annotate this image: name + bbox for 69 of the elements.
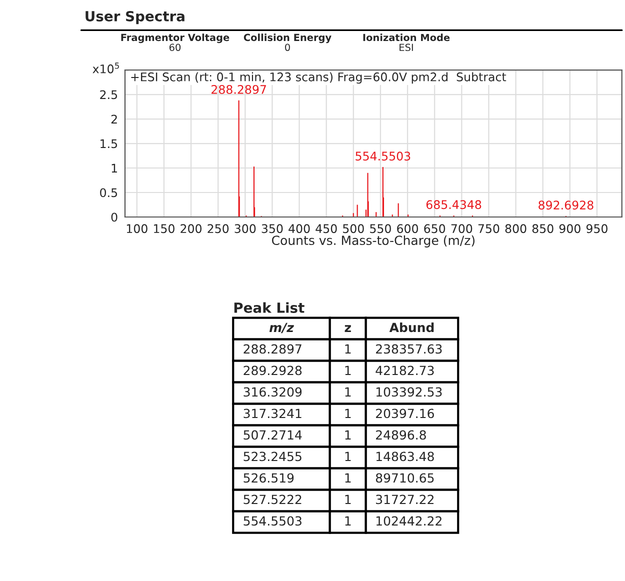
text: 102442.22 [376,516,442,526]
text: 42182.73 [376,366,434,376]
text: 526.519 [244,473,294,483]
text: 316.3209 [244,387,302,397]
text: Peak List [234,302,304,313]
y-tick-label: 0 [111,212,118,222]
category-label: m/z [269,322,294,334]
y-tick-label: 1 [112,164,117,172]
text: Fragmentor Voltage [121,34,230,44]
text: Ionization Mode [363,34,450,42]
text: 14863.48 [376,452,434,462]
text: 31727.22 [376,494,434,504]
text: 20397.16 [376,408,434,418]
x-tick-label: 550 [370,224,391,234]
text: 317.3241 [244,408,302,418]
x-tick-label: 650 [424,224,446,234]
x-tick-label: 750 [478,224,500,234]
text: 507.2714 [244,430,302,440]
x-tick-label: 800 [505,224,526,234]
text: 1 [345,366,351,375]
text: 1 [345,430,351,440]
x-tick-label: 300 [234,224,256,234]
text: 103392.53 [376,387,442,397]
text: 527.5222 [244,494,302,504]
x-axis-title: Counts vs. Mass-to-Charge (m/z) [272,235,474,248]
text: 288.2897 [244,344,302,354]
text: 89710.65 [376,473,434,483]
text: 1 [345,516,351,526]
text: 289.2928 [244,366,302,376]
x-tick-label: 200 [180,224,202,234]
x-tick-label: 150 [154,224,174,234]
x-tick-label: 500 [343,224,364,234]
text: 523.2455 [244,452,302,462]
y-tick-label: 1.5 [100,139,118,148]
y-axis-title: x10$^{5}$ [92,62,119,74]
x-tick-label: 100 [126,224,148,234]
annotation: 554.5503 [356,152,410,161]
annotation: 288.2897 [212,85,266,94]
text: 24896.8 [376,430,426,440]
x-tick-label: 450 [316,224,337,234]
x-tick-label: 850 [532,224,554,234]
x-tick-label: 900 [559,224,580,234]
text: 1 [345,344,351,354]
text: 0 [285,44,290,52]
chart-title: User Spectra [86,10,184,24]
x-tick-label: 250 [208,224,229,234]
x-tick-label: 600 [397,224,418,234]
text: 1 [345,408,351,418]
text: 1 [345,473,351,482]
x-tick-label: 700 [451,224,472,234]
text: 1 [345,452,351,461]
category-label: Abund [389,322,434,332]
x-tick-label: 350 [262,224,283,234]
y-tick-label: 2.5 [100,90,118,100]
category-label: z [344,325,351,332]
text: 554.5503 [244,516,302,526]
text: 60 [169,44,181,52]
text: 238357.63 [376,344,442,354]
text: 1 [345,387,351,396]
y-tick-label: 0.5 [100,188,118,198]
chart-subtitle: +ESI Scan (rt: 0-1 min, 123 scans) Frag=60.0V pm2.d Subtract [131,72,506,84]
text: ESI [400,44,413,52]
annotation: 892.6928 [538,200,594,210]
x-tick-label: 950 [586,224,608,234]
x-tick-label: 400 [288,224,310,234]
annotation: 685.4348 [426,200,482,210]
text: 1 [345,494,351,504]
text: Collision Energy [244,34,332,44]
y-tick-label: 2 [111,114,117,124]
